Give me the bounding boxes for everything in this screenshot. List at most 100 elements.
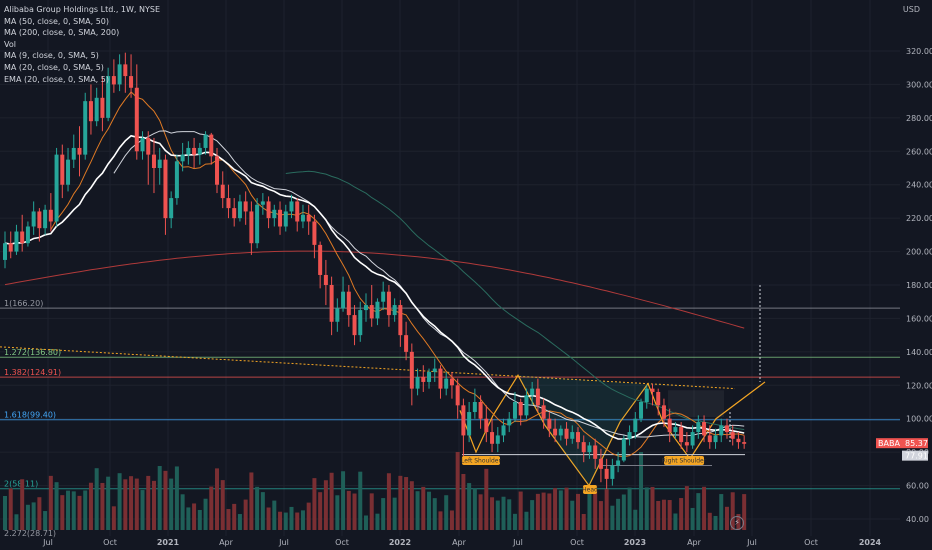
candle-body xyxy=(690,432,695,446)
candle-body xyxy=(157,159,162,168)
candle-body xyxy=(134,87,139,152)
candle-body xyxy=(707,435,712,443)
price-tick-label: 200.00 xyxy=(906,248,932,257)
ma200-line xyxy=(4,250,745,329)
time-tick-label: Oct xyxy=(570,538,584,547)
candle-body xyxy=(358,310,363,336)
volume-bar xyxy=(696,493,701,530)
candle-body xyxy=(438,368,443,389)
candle-body xyxy=(432,368,437,372)
volume-bar xyxy=(455,452,460,530)
volume-bar xyxy=(186,507,191,530)
candle-body xyxy=(621,438,626,461)
volume-bar xyxy=(283,512,288,530)
volume-bar xyxy=(507,499,512,530)
candle-body xyxy=(644,388,649,402)
volume-bar xyxy=(449,510,454,530)
price-tick-label: 60.00 xyxy=(906,482,929,491)
candle-body xyxy=(169,198,174,219)
volume-bar xyxy=(541,492,546,530)
candle-body xyxy=(702,422,707,436)
candle-body xyxy=(713,435,718,443)
volume-bar xyxy=(742,494,747,530)
volume-bar xyxy=(260,492,265,530)
volume-bar xyxy=(593,490,598,530)
price-tags: BABA 85.37 77.91 xyxy=(876,438,928,461)
candle-body xyxy=(535,388,540,406)
time-tick-label: Jul xyxy=(278,538,289,547)
volume-bar xyxy=(581,513,586,530)
volume-bar xyxy=(66,490,71,530)
volume-bar xyxy=(71,491,76,530)
candle-body xyxy=(3,243,7,260)
volume-bar xyxy=(226,509,231,530)
candle-body xyxy=(375,301,380,319)
volume-bar xyxy=(415,491,420,530)
candle-body xyxy=(129,76,134,88)
candle-body xyxy=(352,315,357,336)
time-tick-label: 2024 xyxy=(859,538,882,547)
fib-label: 1(166.20) xyxy=(4,299,43,308)
price-tick-label: 220.00 xyxy=(906,214,932,223)
annotation-label: Right Shoulder xyxy=(662,458,707,465)
last-price-tag: 85.37 xyxy=(905,439,928,448)
volume-bar xyxy=(535,493,540,530)
candle-body xyxy=(409,351,414,389)
volume-bar xyxy=(111,506,116,530)
symbol-tag-bg xyxy=(876,438,902,449)
ema20-line xyxy=(4,134,745,440)
volume-bar xyxy=(650,486,655,530)
volume-bar xyxy=(547,493,552,530)
candle-body xyxy=(37,211,42,229)
annotation-bubble xyxy=(462,456,500,465)
volume-bar xyxy=(272,500,277,530)
candle-body xyxy=(593,445,598,459)
volume-bar xyxy=(117,473,122,530)
volume-bar xyxy=(558,490,563,530)
candle-body xyxy=(667,418,672,433)
candle-body xyxy=(742,442,747,444)
candle-body xyxy=(43,209,48,229)
candle-body xyxy=(661,405,666,419)
candle-body xyxy=(627,432,632,439)
candle-body xyxy=(237,201,242,219)
volume-bar xyxy=(490,497,495,530)
volume-bar xyxy=(713,515,718,530)
candle-body xyxy=(598,458,603,469)
volume-bar xyxy=(100,482,105,530)
volume-bar xyxy=(564,487,569,530)
pattern-line xyxy=(459,374,766,487)
volume-bar xyxy=(197,509,202,530)
volume-bar xyxy=(318,492,323,530)
candle-body xyxy=(696,422,701,433)
candle-body xyxy=(656,391,661,406)
candle-body xyxy=(673,427,678,433)
volume-bar xyxy=(37,497,42,530)
volume-bar xyxy=(134,478,139,530)
candle-body xyxy=(283,211,288,227)
candle-body xyxy=(730,432,735,439)
volume-bar xyxy=(123,479,128,530)
candle-body xyxy=(639,402,644,419)
candle-body xyxy=(123,64,128,77)
candle-body xyxy=(581,442,586,453)
candle-body xyxy=(66,159,71,185)
price-tick-label: 240.00 xyxy=(906,181,932,190)
volume-bar xyxy=(43,511,48,530)
volume-bar xyxy=(140,490,145,530)
candle-body xyxy=(117,64,122,85)
volume-bar xyxy=(369,493,374,530)
volume-bar xyxy=(151,480,156,530)
replay-button[interactable]: ⚡ xyxy=(730,516,744,530)
legend-line: MA (20, close, 0, SMA, 5) xyxy=(4,62,104,72)
annotation-label: Head xyxy=(582,487,598,494)
volume-bar xyxy=(77,495,82,530)
volume-bar xyxy=(673,513,678,530)
volume-bar xyxy=(341,471,346,530)
volume-bar xyxy=(220,480,225,530)
candle-body xyxy=(490,432,495,444)
time-tick-label: Jul xyxy=(746,538,757,547)
volume-bar xyxy=(679,498,684,530)
volume-bar xyxy=(404,477,409,530)
volume-bar xyxy=(472,488,477,530)
